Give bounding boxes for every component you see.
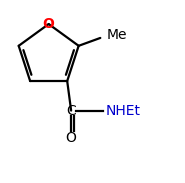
Text: C: C <box>66 104 76 118</box>
Text: NHEt: NHEt <box>106 104 141 118</box>
Text: Me: Me <box>106 28 127 42</box>
Text: O: O <box>43 17 55 31</box>
Text: O: O <box>66 131 77 145</box>
